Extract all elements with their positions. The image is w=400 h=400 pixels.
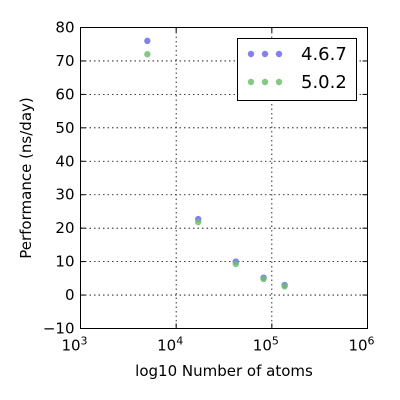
x-axis-label: log10 Number of atoms: [135, 362, 313, 380]
y-tick-label: 20: [55, 219, 74, 237]
x-tick-label: 104: [157, 335, 183, 355]
x-tick-label: 105: [253, 335, 279, 355]
y-tick-label: 80: [55, 19, 74, 37]
data-point-series-2: [260, 275, 267, 283]
legend-marker: [247, 78, 255, 86]
y-tick-label: 30: [55, 186, 74, 204]
y-axis-label: Performance (ns/day): [17, 97, 35, 259]
legend-marker: [275, 50, 283, 58]
legend-marker: [275, 78, 283, 86]
legend-label: 5.0.2: [301, 72, 347, 93]
y-tick-label: 50: [55, 119, 74, 137]
legend-marker: [261, 78, 269, 86]
x-tick-labels: 103 104 105 106: [61, 335, 374, 355]
axis-ticks: [80, 27, 368, 329]
data-points: [144, 37, 288, 290]
data-point-series-2: [144, 51, 151, 58]
y-tick-label: 0: [65, 286, 75, 304]
y-tick-label: 10: [55, 253, 74, 271]
y-tick-labels: −10 0 10 20 30 40 50 60 70 80: [43, 19, 75, 338]
y-tick-label: 60: [55, 85, 74, 103]
plot-frame: [80, 27, 368, 329]
legend-marker: [261, 50, 269, 58]
legend-label: 4.6.7: [301, 44, 347, 65]
y-tick-label: 40: [55, 152, 74, 170]
data-point-series-2: [195, 218, 202, 226]
y-tick-label: −10: [43, 320, 75, 338]
data-point-series-2: [232, 260, 239, 268]
y-tick-label: 70: [55, 52, 74, 70]
data-point-series-2: [281, 283, 288, 290]
legend-marker: [247, 50, 255, 58]
legend: 4.6.7 5.0.2: [237, 38, 357, 101]
legend-box: [237, 38, 357, 101]
data-point-series-1: [144, 37, 151, 45]
x-tick-label: 103: [61, 335, 87, 355]
x-tick-label: 106: [348, 335, 374, 355]
